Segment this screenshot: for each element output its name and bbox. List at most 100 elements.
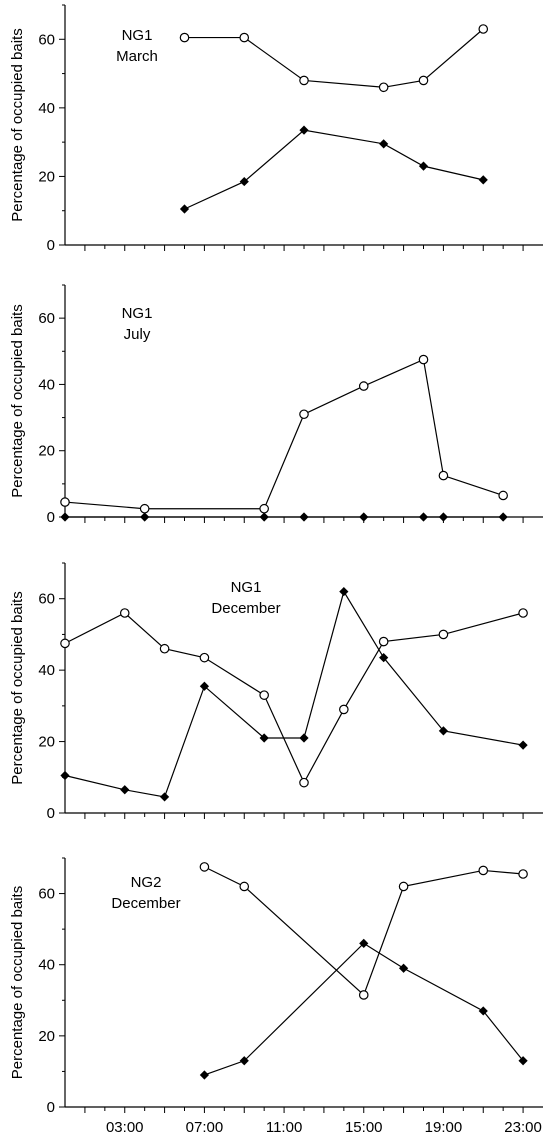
panel-label-line: NG1 bbox=[122, 27, 153, 44]
chart-panel-1: 0 20 40 60 Percentage of occupied baits NG1 Ma… bbox=[9, 4, 543, 254]
open-circle-point bbox=[518, 869, 528, 879]
y-tick-label: 0 bbox=[47, 805, 55, 822]
open-circle-point bbox=[179, 32, 190, 43]
y-tick-label: 20 bbox=[38, 443, 55, 460]
y-tick-label: 60 bbox=[38, 31, 55, 48]
filled-diamond-point bbox=[299, 512, 309, 522]
panel-label-line: NG1 bbox=[231, 579, 262, 596]
filled-diamond-point bbox=[418, 161, 429, 171]
y-axis-label: Percentage of occupied baits bbox=[9, 28, 26, 221]
open-circle-point bbox=[398, 881, 409, 892]
filled-diamond-point bbox=[478, 175, 488, 185]
filled-diamond-point bbox=[299, 125, 309, 135]
open-circle-point bbox=[498, 490, 508, 501]
y-tick-label: 40 bbox=[38, 957, 55, 974]
x-tick-label: 03:00 bbox=[106, 1119, 144, 1136]
filled-diamond-point bbox=[140, 512, 150, 522]
filled-diamond-point bbox=[478, 1006, 488, 1016]
panel-label-line: March bbox=[116, 48, 158, 65]
open-circle-point bbox=[199, 652, 210, 663]
open-circle-point bbox=[199, 862, 210, 872]
filled-diamond-point bbox=[438, 512, 449, 522]
filled-diamond-point bbox=[199, 1070, 210, 1080]
open-circle-point bbox=[139, 503, 150, 514]
panel-label-line: NG2 bbox=[131, 874, 162, 891]
filled-diamond-point bbox=[339, 586, 349, 597]
open-circle-point bbox=[518, 608, 528, 618]
chart-panel-2: 0 20 40 60 Percentage of occupied baits NG1 Ju… bbox=[9, 284, 543, 526]
panel-label-line: December bbox=[211, 600, 280, 617]
open-circle-series-line bbox=[184, 28, 484, 88]
open-circle-point bbox=[239, 32, 250, 43]
open-circle-point bbox=[418, 75, 429, 86]
filled-diamond-point bbox=[359, 512, 369, 522]
x-tick-label: 19:00 bbox=[425, 1119, 463, 1136]
open-circle-point bbox=[259, 690, 269, 700]
y-tick-label: 0 bbox=[47, 1099, 55, 1116]
open-circle-point bbox=[299, 75, 309, 86]
filled-diamond-point bbox=[398, 963, 409, 973]
x-tick-label: 07:00 bbox=[186, 1119, 224, 1136]
open-circle-point bbox=[418, 354, 429, 365]
filled-diamond-point bbox=[60, 770, 70, 781]
y-tick-label: 40 bbox=[38, 662, 55, 679]
open-circle-point bbox=[299, 409, 309, 420]
filled-diamond-point bbox=[379, 139, 389, 149]
open-circle-point bbox=[358, 990, 369, 1000]
open-circle-point bbox=[60, 497, 70, 507]
y-tick-label: 60 bbox=[38, 310, 55, 327]
open-circle-point bbox=[299, 777, 309, 788]
filled-diamond-point bbox=[379, 653, 389, 663]
open-circle-point bbox=[159, 643, 170, 654]
open-circle-point bbox=[239, 881, 250, 892]
filled-diamond-point bbox=[179, 204, 190, 214]
filled-diamond-point bbox=[60, 512, 70, 522]
open-circle-series-line bbox=[64, 612, 524, 784]
open-circle-series-line bbox=[64, 358, 504, 510]
x-tick-label: 23:00 bbox=[504, 1119, 542, 1136]
panel-label-line: December bbox=[111, 895, 180, 912]
filled-diamond-point bbox=[199, 681, 210, 691]
filled-diamond-series-line bbox=[204, 942, 524, 1076]
y-axis-label: Percentage of occupied baits bbox=[9, 304, 26, 497]
open-circle-point bbox=[378, 82, 389, 93]
x-tick-label: 15:00 bbox=[345, 1119, 383, 1136]
y-tick-label: 40 bbox=[38, 376, 55, 393]
filled-diamond-point bbox=[518, 1056, 528, 1066]
open-circle-point bbox=[478, 24, 489, 34]
filled-diamond-point bbox=[438, 726, 449, 736]
x-tick-label: 11:00 bbox=[266, 1119, 302, 1136]
filled-diamond-point bbox=[239, 176, 249, 187]
y-axis-label: Percentage of occupied baits bbox=[9, 886, 26, 1079]
filled-diamond-point bbox=[120, 785, 130, 795]
y-tick-label: 20 bbox=[38, 168, 55, 185]
open-circle-series-line bbox=[204, 866, 524, 996]
panel-label-line: NG1 bbox=[122, 305, 153, 322]
filled-diamond-point bbox=[239, 1056, 249, 1066]
open-circle-point bbox=[438, 470, 449, 481]
open-circle-point bbox=[478, 865, 489, 876]
y-tick-label: 60 bbox=[38, 591, 55, 608]
open-circle-point bbox=[438, 629, 449, 640]
y-tick-label: 40 bbox=[38, 100, 55, 117]
panel-label-line: July bbox=[124, 326, 151, 343]
open-circle-point bbox=[60, 638, 70, 649]
filled-diamond-series-line bbox=[64, 590, 524, 798]
filled-diamond-point bbox=[259, 733, 269, 743]
filled-diamond-point bbox=[518, 740, 528, 750]
open-circle-point bbox=[339, 704, 349, 715]
filled-diamond-point bbox=[498, 512, 508, 522]
filled-diamond-series-line bbox=[184, 129, 484, 210]
chart-panel-3: 0 20 40 60 Percentage of occupied baits NG1 De… bbox=[9, 562, 543, 822]
filled-diamond-point bbox=[159, 792, 170, 802]
open-circle-point bbox=[378, 636, 389, 647]
y-tick-label: 0 bbox=[47, 509, 55, 526]
y-axis-label: Percentage of occupied baits bbox=[9, 591, 26, 784]
filled-diamond-point bbox=[299, 733, 309, 743]
y-tick-label: 60 bbox=[38, 886, 55, 903]
chart-panel-4: 0 20 40 60 Percentage of occupied baits NG2 De… bbox=[9, 857, 543, 1136]
filled-diamond-point bbox=[359, 938, 369, 948]
y-tick-label: 0 bbox=[47, 237, 55, 254]
open-circle-point bbox=[119, 608, 130, 618]
